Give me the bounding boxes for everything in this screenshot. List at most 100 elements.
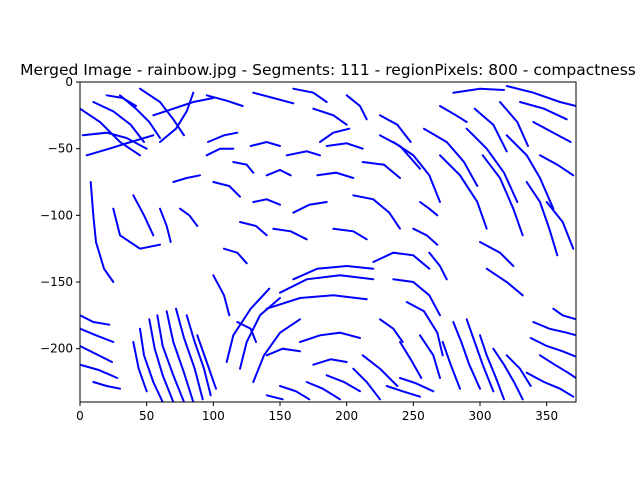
segment-line-54: [412, 227, 439, 246]
segment-line-74: [305, 381, 341, 401]
segment-line-8: [159, 91, 195, 143]
segment-line-27: [539, 154, 575, 177]
segment-line-66: [419, 334, 441, 379]
segment-line-68: [312, 358, 348, 366]
segment-line-96: [532, 321, 576, 337]
segment-line-44: [292, 201, 328, 214]
segment-line-63: [372, 251, 431, 270]
segment-line-1: [80, 107, 141, 157]
segment-line-92: [479, 334, 505, 401]
segment-line-89: [92, 381, 121, 390]
segment-line-57: [292, 264, 375, 281]
segment-line-108: [265, 347, 301, 357]
segment-line-97: [529, 337, 576, 358]
segment-line-22: [545, 201, 575, 250]
segment-line-86: [80, 327, 115, 343]
segment-line-77: [139, 327, 164, 402]
x-tick-label-0: 0: [76, 409, 84, 423]
segment-line-58: [279, 274, 375, 294]
segment-line-93: [441, 341, 461, 390]
chart-title: Merged Image - rainbow.jpg - Segments: 1…: [20, 61, 636, 79]
segment-line-29: [473, 107, 508, 153]
segment-line-102: [105, 94, 137, 107]
segment-line-67: [299, 331, 361, 343]
segment-line-87: [80, 345, 113, 363]
segment-line-107: [379, 318, 404, 343]
segment-line-82: [185, 314, 212, 397]
segment-line-84: [196, 334, 217, 390]
segment-line-53: [223, 247, 248, 265]
segment-line-99: [525, 371, 575, 398]
x-tick-label-100: 100: [202, 409, 225, 423]
segment-line-32: [112, 207, 161, 250]
segment-line-72: [399, 377, 435, 393]
segment-line-38: [212, 181, 241, 198]
series-layer: [80, 85, 576, 402]
x-tick-label-300: 300: [469, 409, 492, 423]
segment-line-88: [80, 363, 119, 379]
segment-line-5: [119, 94, 161, 139]
segment-line-46: [325, 142, 364, 150]
segment-line-24: [505, 85, 576, 107]
segment-line-48: [352, 194, 401, 230]
segment-line-64: [392, 278, 441, 317]
x-tick-label-150: 150: [269, 409, 292, 423]
segment-line-60: [239, 297, 281, 370]
segment-line-106: [485, 267, 524, 297]
segment-line-45: [316, 171, 355, 179]
segment-line-19: [481, 154, 524, 237]
segment-line-49: [361, 161, 401, 179]
segment-line-75: [279, 385, 311, 401]
segment-line-61: [225, 287, 271, 363]
segment-line-104: [319, 127, 351, 143]
segment-line-12: [312, 107, 348, 126]
segment-line-98: [539, 354, 576, 379]
segment-line-69: [352, 367, 381, 401]
x-tick-label-200: 200: [335, 409, 358, 423]
x-tick-label-50: 50: [139, 409, 154, 423]
segment-line-95: [505, 354, 532, 387]
segment-line-3: [85, 134, 155, 157]
segment-line-35: [172, 174, 201, 183]
segment-line-37: [205, 147, 235, 157]
y-axis: 0 −50 −100 −150 −200: [40, 75, 80, 356]
segment-line-62: [252, 318, 301, 383]
segment-line-40: [249, 140, 281, 147]
segment-line-80: [165, 310, 195, 402]
segment-line-90: [452, 321, 481, 390]
segment-line-33: [132, 194, 155, 237]
segment-line-7: [152, 97, 215, 117]
segment-line-105: [479, 241, 515, 267]
segment-line-15: [392, 141, 441, 203]
segment-line-31: [89, 181, 115, 283]
segment-line-2: [81, 131, 148, 150]
segment-line-42: [265, 168, 292, 177]
segment-line-39: [232, 161, 255, 174]
segment-line-23: [452, 87, 505, 94]
segment-line-43: [285, 150, 321, 157]
x-tick-label-350: 350: [535, 409, 558, 423]
axes-frame: [79, 81, 577, 403]
y-tick-label--200: −200: [40, 342, 73, 356]
x-axis: 0 50 100 150 200 250 300 350: [76, 402, 558, 423]
plot-area: [80, 85, 576, 402]
segment-line-59: [265, 294, 368, 310]
segment-line-28: [499, 101, 529, 147]
segment-line-101: [399, 341, 423, 379]
segment-line-79: [156, 314, 185, 402]
segment-line-34: [159, 207, 172, 243]
segment-line-94: [492, 347, 524, 401]
segment-line-20: [505, 134, 555, 210]
segment-line-26: [532, 121, 572, 143]
segment-line-71: [385, 385, 421, 398]
segment-line-83: [132, 341, 148, 393]
segment-line-73: [325, 374, 361, 393]
segment-line-41: [252, 198, 281, 206]
segment-line-100: [552, 307, 576, 321]
y-tick-label--100: −100: [40, 208, 73, 222]
segment-line-78: [148, 318, 175, 402]
y-tick-label--50: −50: [48, 142, 73, 156]
segment-line-103: [212, 274, 231, 317]
segment-line-18: [465, 127, 519, 203]
